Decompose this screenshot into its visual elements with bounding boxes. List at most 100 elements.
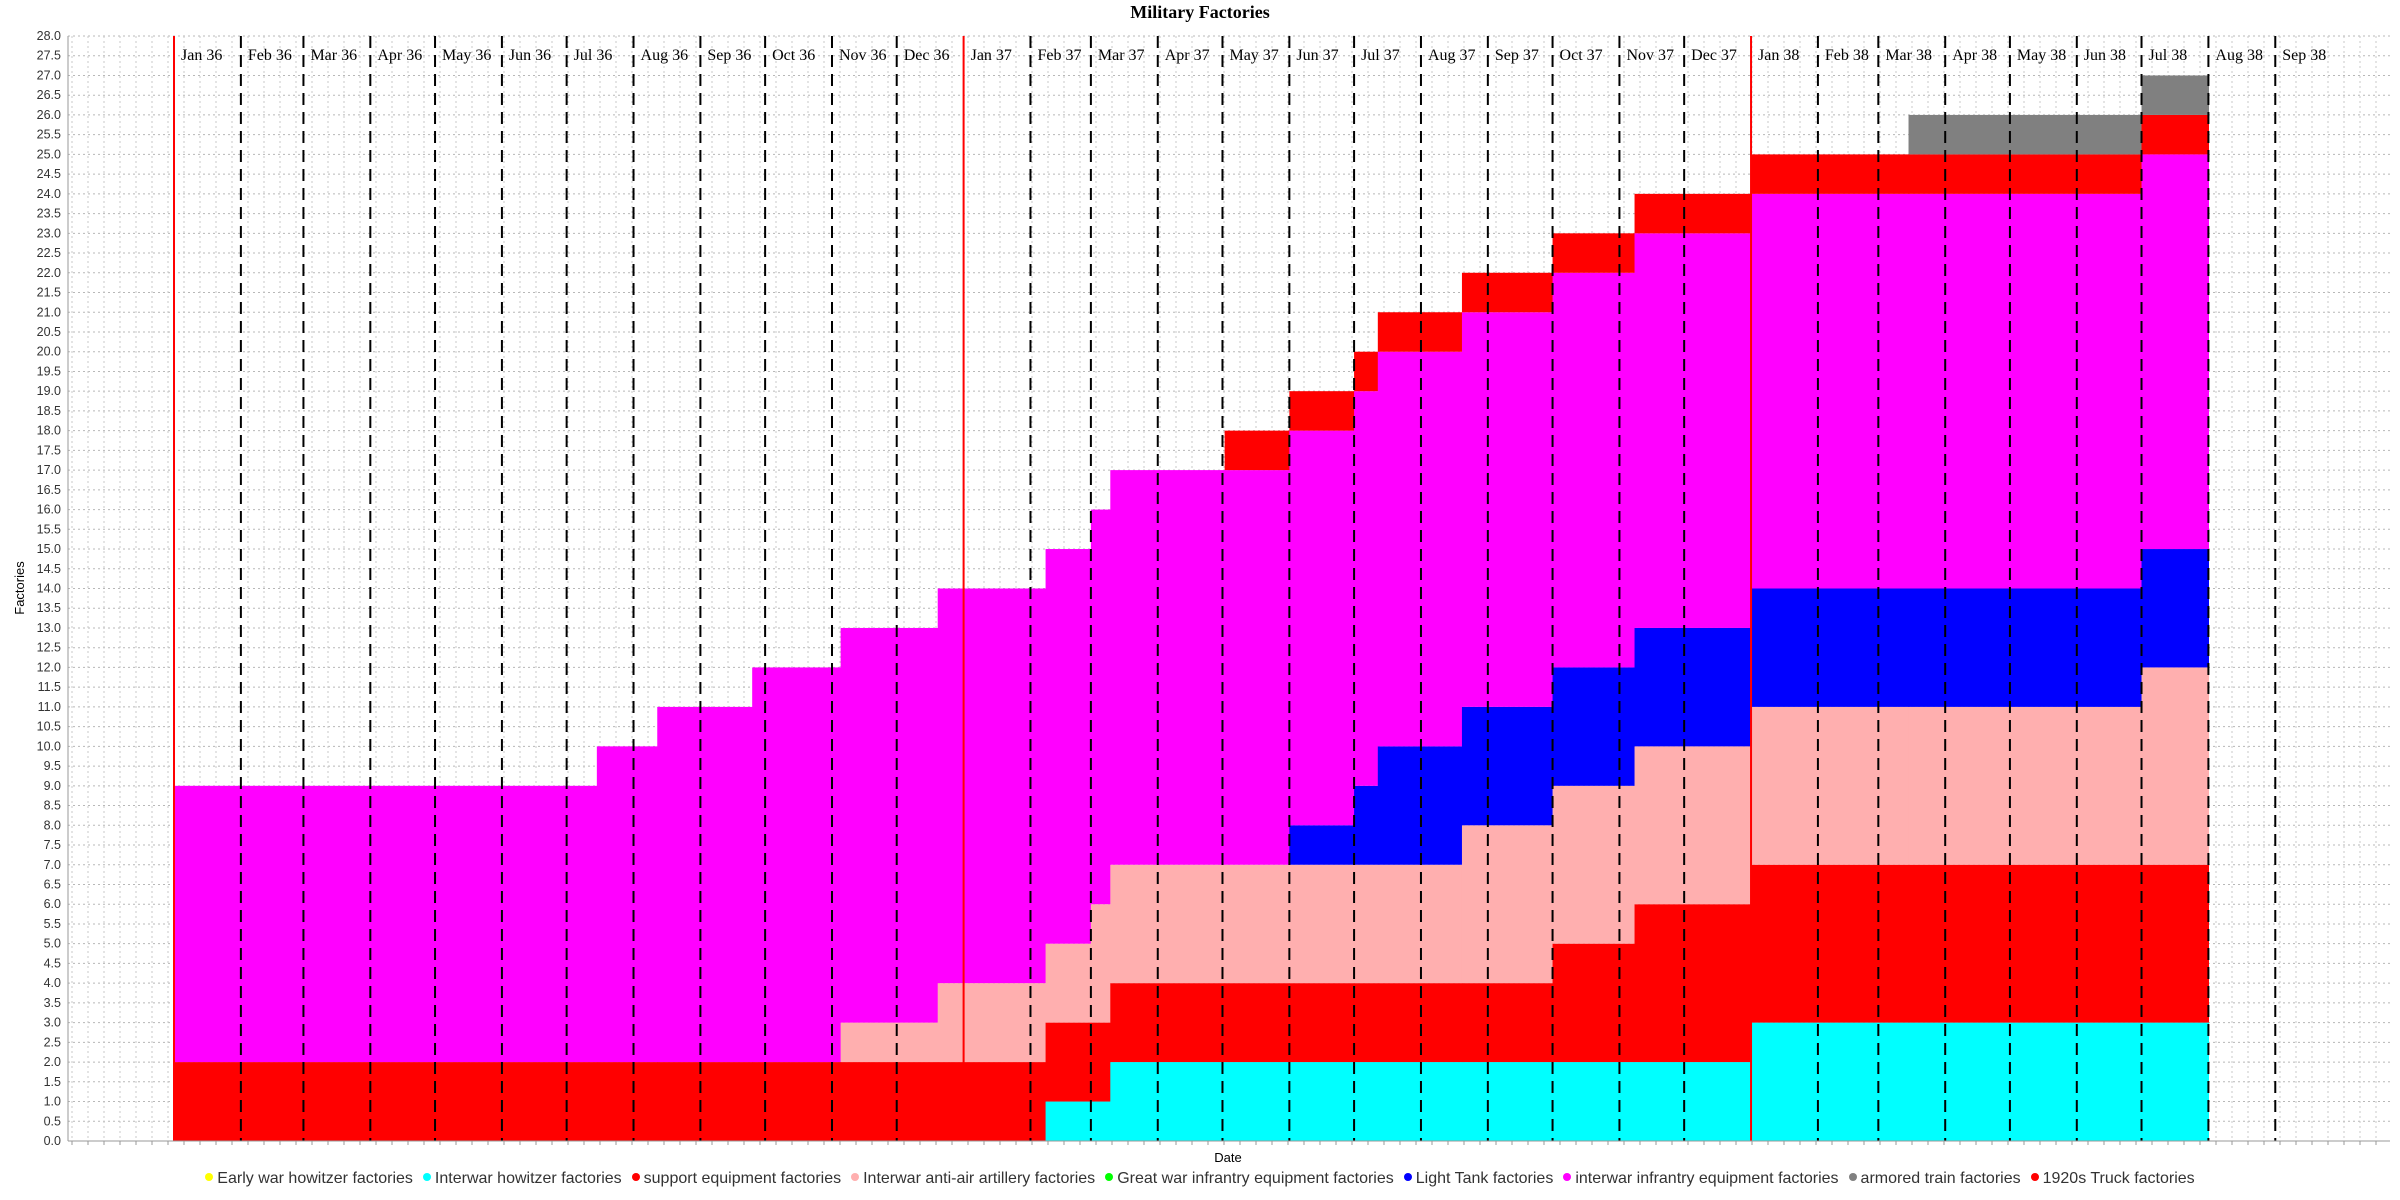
y-tick-label: 20.5: [37, 325, 61, 339]
month-label: Aug 36: [641, 47, 689, 64]
area-segment: [1045, 549, 1092, 944]
y-tick-label: 6.5: [44, 877, 61, 891]
y-tick-label: 15.0: [37, 542, 61, 556]
y-tick-label: 17.0: [37, 463, 61, 477]
month-label: Apr 38: [1952, 47, 1997, 64]
legend-item: Light Tank factories: [1403, 1170, 1554, 1188]
legend-label: Early war howitzer factories: [217, 1170, 413, 1187]
legend-label: 1920s Truck factories: [2042, 1170, 2195, 1187]
y-tick-label: 1.0: [44, 1095, 61, 1109]
area-segment: [1751, 154, 1910, 194]
legend-item: Great war infrantry equipment factories: [1105, 1170, 1394, 1188]
month-label: Jan 37: [971, 47, 1012, 64]
y-tick-label: 18.0: [37, 424, 61, 438]
area-segment: [1461, 983, 1554, 1063]
month-label: Jun 36: [509, 47, 551, 64]
area-segment: [937, 1062, 1047, 1141]
month-label: Apr 37: [1165, 47, 1210, 64]
month-label: Sep 36: [707, 47, 751, 64]
legend-label: Light Tank factories: [1415, 1170, 1554, 1187]
area-segment: [2141, 549, 2210, 668]
y-tick-label: 5.5: [44, 917, 61, 931]
y-tick-label: 19.5: [37, 364, 61, 378]
area-segment: [1090, 904, 1111, 1023]
y-tick-label: 24.0: [37, 187, 61, 201]
y-tick-label: 23.0: [37, 226, 61, 240]
legend-label: Great war infrantry equipment factories: [1117, 1170, 1394, 1187]
y-tick-label: 1.5: [44, 1075, 61, 1089]
area-segment: [1224, 1062, 1290, 1141]
y-tick-label: 11.5: [38, 680, 61, 694]
chart-title: Military Factories: [1130, 2, 1269, 22]
legend-marker-icon: [1848, 1172, 1857, 1181]
month-label: Mar 38: [1885, 47, 1932, 64]
x-axis-title: Date: [1214, 1150, 1241, 1165]
month-label: Sep 37: [1495, 47, 1539, 64]
month-label: Mar 36: [310, 47, 357, 64]
month-label: Oct 36: [772, 47, 815, 64]
y-tick-label: 2.5: [44, 1035, 61, 1049]
y-tick-label: 15.5: [37, 522, 61, 536]
legend-marker-icon: [2030, 1172, 2039, 1181]
y-tick-label: 21.0: [37, 305, 61, 319]
area-segment: [1354, 1062, 1379, 1141]
y-tick-label: 16.0: [37, 503, 61, 517]
area-segment: [1461, 825, 1554, 984]
month-label: Jan 36: [181, 47, 222, 64]
area-segment: [1634, 627, 1752, 747]
area-segment: [1461, 1062, 1554, 1141]
area-segment: [2141, 154, 2210, 550]
y-tick-label: 27.5: [37, 49, 61, 63]
area-segment: [2141, 667, 2210, 865]
area-segment: [1110, 1062, 1226, 1141]
area-segment: [1634, 193, 1752, 234]
area-segment: [1354, 983, 1379, 1063]
legend-marker-icon: [851, 1172, 860, 1181]
y-tick-label: 0.5: [44, 1114, 61, 1128]
month-label: Jun 38: [2084, 47, 2126, 64]
y-tick-label: 10.5: [37, 720, 61, 734]
y-tick-label: 21.5: [37, 286, 61, 300]
y-tick-label: 7.0: [44, 858, 61, 872]
area-segment: [2141, 864, 2210, 1023]
area-segment: [1090, 1022, 1111, 1102]
y-tick-label: 3.5: [44, 996, 61, 1010]
y-tick-label: 2.0: [44, 1055, 61, 1069]
month-label: May 38: [2017, 47, 2066, 64]
area-segment: [2141, 75, 2210, 115]
area-segment: [1908, 1022, 2143, 1141]
month-label: Feb 37: [1037, 47, 1081, 64]
area-segment: [1377, 864, 1463, 984]
area-segment: [1552, 943, 1636, 1063]
legend-item: armored train factories: [1848, 1170, 2021, 1188]
y-tick-label: 20.0: [37, 345, 61, 359]
legend-marker-icon: [422, 1172, 431, 1181]
month-label: Aug 37: [1428, 47, 1476, 64]
legend-marker-icon: [205, 1172, 214, 1181]
month-label: Jan 38: [1758, 47, 1799, 64]
y-tick-label: 9.5: [44, 759, 61, 773]
area-segment: [1354, 391, 1379, 786]
y-tick-label: 16.5: [37, 483, 61, 497]
area-segment: [1461, 312, 1554, 707]
y-tick-label: 9.0: [44, 779, 61, 793]
area-segment: [1224, 430, 1290, 471]
area-segment: [1552, 1062, 1636, 1141]
area-segment: [1908, 114, 2143, 155]
y-tick-label: 14.5: [37, 562, 61, 576]
month-label: Sep 38: [2282, 47, 2326, 64]
area-segment: [1908, 706, 2143, 865]
y-tick-label: 7.5: [44, 838, 61, 852]
y-tick-label: 27.0: [37, 68, 61, 82]
y-tick-label: 26.0: [37, 108, 61, 122]
month-label: Feb 38: [1825, 47, 1869, 64]
area-segment: [937, 983, 1047, 1063]
legend-label: support equipment factories: [643, 1170, 842, 1187]
legend-item: support equipment factories: [631, 1170, 842, 1188]
area-segment: [1289, 391, 1355, 431]
stacked-areas: [174, 75, 2210, 1141]
y-tick-label: 23.5: [37, 207, 61, 221]
y-tick-label: 18.5: [37, 404, 61, 418]
